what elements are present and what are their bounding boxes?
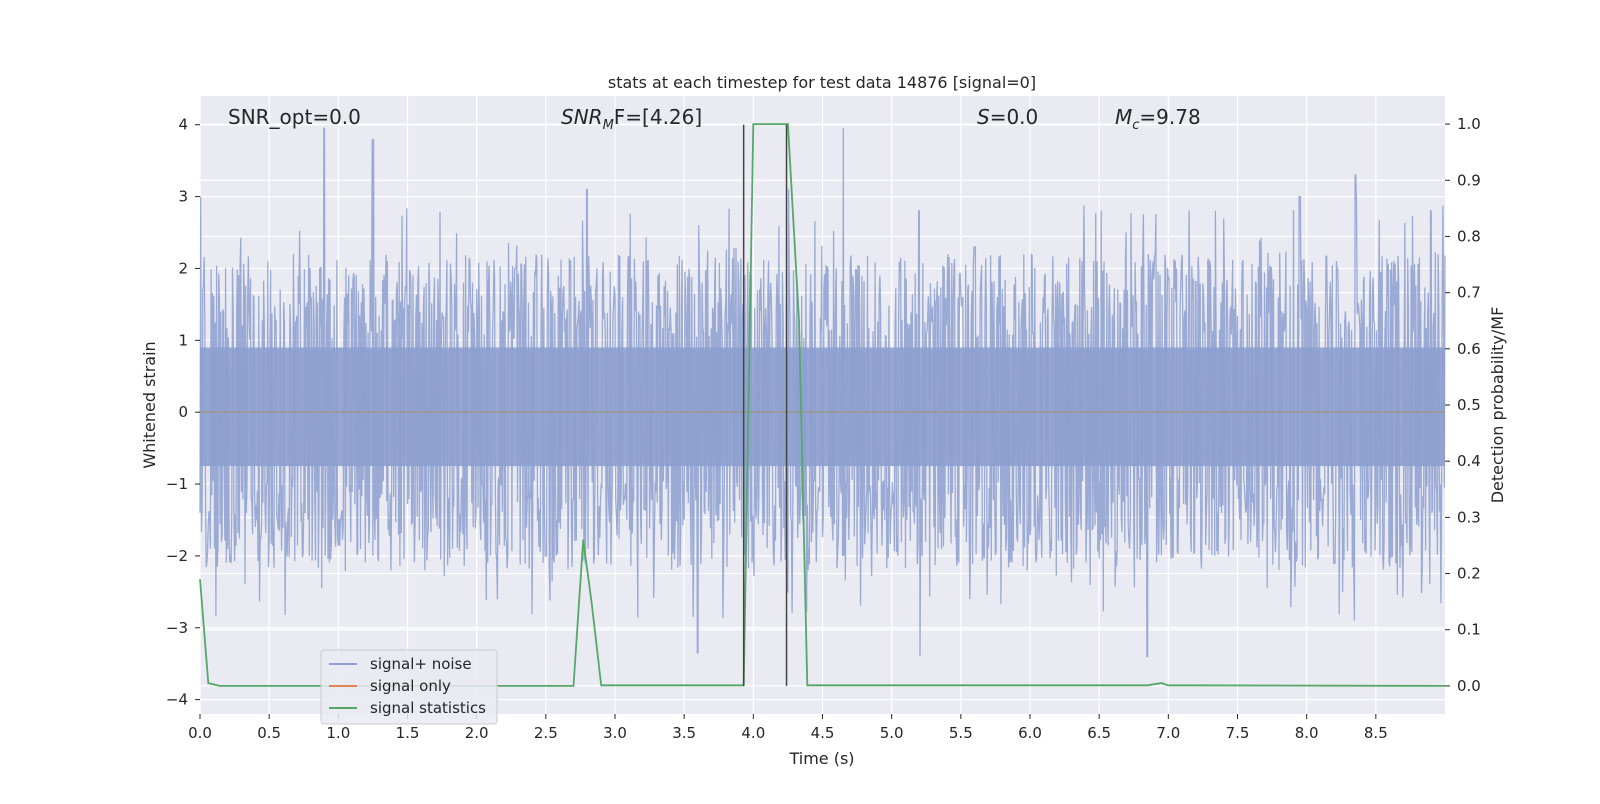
annotation-snr-mf-sub: M <box>603 118 614 133</box>
x-tick-label: 4.0 <box>741 724 765 742</box>
vertical-markers <box>742 124 788 686</box>
x-tick-label: 3.5 <box>672 724 696 742</box>
y-tick-label-right: 0.7 <box>1457 284 1481 302</box>
y-tick-label-left: −2 <box>166 547 188 565</box>
y-tick-label-left: 4 <box>178 116 188 134</box>
y-tick-label-right: 0.4 <box>1457 452 1481 470</box>
y-tick-label-left: −4 <box>166 691 188 709</box>
x-tick-label: 1.0 <box>326 724 350 742</box>
annotation-s: S=0.0 <box>977 105 1038 129</box>
annotation-snr-mf-main: SNR <box>561 105 603 129</box>
series-layer <box>199 123 1446 687</box>
ticks: 0.0 0.5 1.0 1.5 2.0 2.5 3.0 3.5 4.0 4.5 5.0 5.5 6.0 6… <box>166 115 1481 742</box>
y-tick-label-right: 0.9 <box>1457 171 1481 189</box>
annotation-snr-mf: SNRMF=[4.26] <box>561 105 702 133</box>
x-tick-label: 6.0 <box>1018 724 1042 742</box>
x-tick-label: 1.5 <box>396 724 420 742</box>
x-tick-label: 0.5 <box>257 724 281 742</box>
y-tick-label-right: 0.5 <box>1457 396 1481 414</box>
x-tick-label: 7.5 <box>1226 724 1250 742</box>
y-tick-label-right: 0.6 <box>1457 340 1481 358</box>
annotation-mc-rest: =9.78 <box>1139 105 1200 129</box>
x-tick-label: 0.0 <box>188 724 212 742</box>
y-tick-label-left: 3 <box>178 188 188 206</box>
x-tick-label: 8.5 <box>1364 724 1388 742</box>
series-signal-noise <box>199 127 1446 658</box>
x-tick-label: 8.0 <box>1295 724 1319 742</box>
annotation-mc-main: M <box>1115 105 1132 129</box>
annotation-snr-opt: SNR_opt=0.0 <box>228 105 361 129</box>
legend-label-signal-statistics: signal statistics <box>370 699 486 717</box>
x-tick-label: 4.5 <box>811 724 835 742</box>
x-tick-label: 2.0 <box>465 724 489 742</box>
x-tick-label: 5.0 <box>880 724 904 742</box>
y-axis-label-left: Whitened strain <box>140 341 159 468</box>
y-tick-label-right: 0.8 <box>1457 227 1481 245</box>
x-tick-label: 6.5 <box>1087 724 1111 742</box>
y-tick-label-right: 0.3 <box>1457 508 1481 526</box>
y-tick-label-left: −1 <box>166 475 188 493</box>
y-axis-label-right: Detection probability/MF <box>1488 307 1507 504</box>
legend-label-signal-noise: signal+ noise <box>370 655 472 673</box>
y-tick-label-right: 0.1 <box>1457 621 1481 639</box>
x-tick-label: 7.0 <box>1156 724 1180 742</box>
x-tick-label: 5.5 <box>949 724 973 742</box>
annotation-mc-sub: c <box>1132 118 1139 133</box>
annotation-mc: Mc=9.78 <box>1115 105 1201 133</box>
y-tick-label-right: 0.0 <box>1457 677 1481 695</box>
chart-title: stats at each timestep for test data 148… <box>608 73 1036 92</box>
y-tick-label-left: 0 <box>178 403 188 421</box>
x-tick-label: 2.5 <box>534 724 558 742</box>
x-tick-label: 3.0 <box>603 724 627 742</box>
legend: signal+ noise signal only signal statist… <box>320 649 498 725</box>
y-tick-label-left: −3 <box>166 619 188 637</box>
annotation-s-rest: =0.0 <box>990 105 1039 129</box>
y-tick-label-left: 2 <box>178 259 188 277</box>
legend-label-signal-only: signal only <box>370 677 451 695</box>
annotation-s-main: S <box>977 105 990 129</box>
y-tick-label-left: 1 <box>178 331 188 349</box>
legend-box <box>320 649 498 725</box>
x-axis-label: Time (s) <box>788 749 854 768</box>
annotation-snr-mf-rest: F=[4.26] <box>614 105 702 129</box>
series-signal-noise-band <box>200 347 1445 467</box>
y-tick-label-right: 0.2 <box>1457 565 1481 583</box>
y-tick-label-right: 1.0 <box>1457 115 1481 133</box>
